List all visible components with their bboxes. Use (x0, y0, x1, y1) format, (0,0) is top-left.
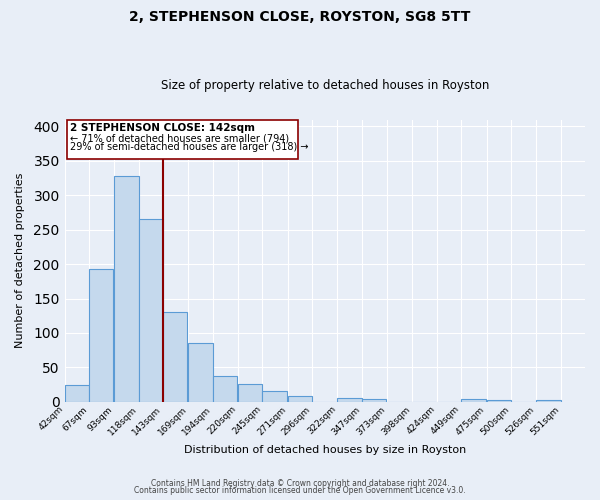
Text: 2 STEPHENSON CLOSE: 142sqm: 2 STEPHENSON CLOSE: 142sqm (70, 123, 256, 133)
X-axis label: Distribution of detached houses by size in Royston: Distribution of detached houses by size … (184, 445, 466, 455)
Bar (163, 312, 187, 402)
Bar (188, 342, 213, 402)
Bar (238, 384, 262, 402)
Text: Contains public sector information licensed under the Open Government Licence v3: Contains public sector information licen… (134, 486, 466, 495)
Bar (213, 376, 237, 402)
Bar (65, 384, 89, 402)
Text: 29% of semi-detached houses are larger (318) →: 29% of semi-detached houses are larger (… (70, 142, 309, 152)
Bar (288, 396, 312, 402)
Text: 2, STEPHENSON CLOSE, ROYSTON, SG8 5TT: 2, STEPHENSON CLOSE, ROYSTON, SG8 5TT (130, 10, 470, 24)
Y-axis label: Number of detached properties: Number of detached properties (15, 173, 25, 348)
Bar (337, 398, 362, 402)
FancyBboxPatch shape (67, 120, 298, 160)
Bar (536, 400, 560, 402)
Bar (461, 399, 485, 402)
Bar (362, 399, 386, 402)
Bar (89, 269, 113, 402)
Bar (139, 220, 163, 402)
Bar (262, 391, 287, 402)
Bar (114, 176, 139, 402)
Text: Contains HM Land Registry data © Crown copyright and database right 2024.: Contains HM Land Registry data © Crown c… (151, 478, 449, 488)
Text: ← 71% of detached houses are smaller (794): ← 71% of detached houses are smaller (79… (70, 134, 290, 143)
Title: Size of property relative to detached houses in Royston: Size of property relative to detached ho… (161, 79, 489, 92)
Bar (487, 400, 511, 402)
